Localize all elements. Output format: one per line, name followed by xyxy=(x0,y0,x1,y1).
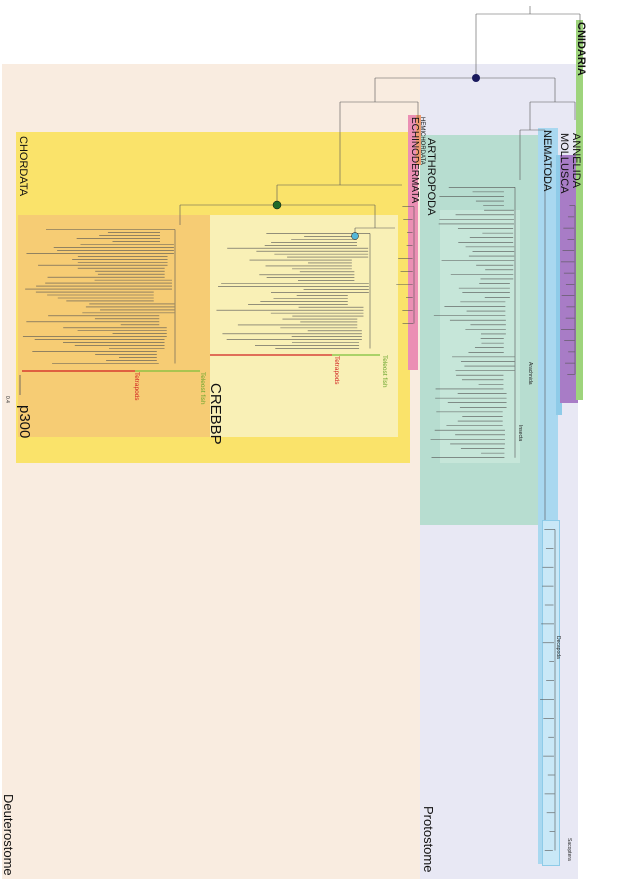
tetrapods-label-crebbp: Tetrapods xyxy=(333,356,340,385)
arthropoda-label: ARTHROPODA xyxy=(425,138,437,216)
mollusca-strip xyxy=(556,155,562,415)
teleost-fish-label-crebbp: Teleost fish xyxy=(381,355,388,388)
deuterostome-label: Deuterostome xyxy=(1,794,16,876)
arachnida-label: Arachnida xyxy=(527,362,533,385)
annelida-label: ANNELIDA xyxy=(570,133,582,189)
echinodermata-label: ECHINODERMATA xyxy=(409,117,420,204)
sacoptera-label: Sacoptera xyxy=(566,838,572,861)
cnidaria-label: CNIDARIA xyxy=(575,22,587,76)
teleost-fish-label-p300: Teleost fish xyxy=(199,372,206,405)
mollusca-label: MOLLUSCA xyxy=(558,133,570,194)
nematoda-inner-strip xyxy=(542,520,560,866)
decapoda-label: Decapoda xyxy=(555,636,561,659)
hemichordata-strip xyxy=(416,115,421,165)
p300-box xyxy=(18,215,210,437)
p300-label: p300 xyxy=(16,405,33,439)
chordata-node-marker xyxy=(272,200,282,210)
crebbp-node-marker xyxy=(351,232,359,240)
root-node-marker xyxy=(472,74,480,82)
scale-bar-label: 0.4 xyxy=(4,396,10,403)
tetrapods-label-p300: Tetrapods xyxy=(133,372,140,401)
nematoda-label: NEMATODA xyxy=(541,130,553,192)
insecta-label: Insecta xyxy=(517,425,523,442)
cnidaria-strip xyxy=(576,20,583,400)
crebbp-label: CREBBP xyxy=(207,383,224,445)
crebbp-box xyxy=(210,215,398,437)
chordata-label: CHORDATA xyxy=(17,136,29,197)
protostome-label: Protostome xyxy=(421,806,436,873)
echinodermata-strip xyxy=(408,115,418,370)
